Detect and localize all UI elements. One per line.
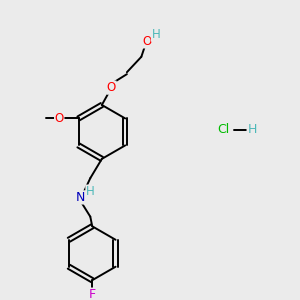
Text: O: O — [107, 81, 116, 94]
Text: F: F — [89, 288, 96, 300]
Text: N: N — [76, 191, 86, 204]
Text: O: O — [55, 112, 64, 125]
Text: H: H — [152, 28, 160, 41]
Text: H: H — [248, 124, 257, 136]
Text: O: O — [142, 35, 152, 48]
Text: Cl: Cl — [217, 124, 229, 136]
Text: H: H — [86, 185, 95, 198]
